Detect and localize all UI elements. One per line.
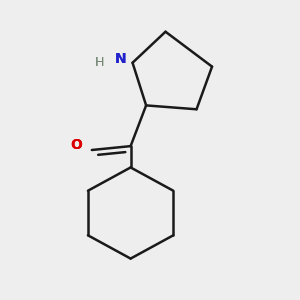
Text: H: H: [95, 56, 104, 69]
Circle shape: [67, 135, 86, 155]
Text: N: N: [115, 52, 127, 66]
Text: O: O: [70, 138, 82, 152]
Circle shape: [111, 49, 130, 69]
Text: N: N: [115, 52, 127, 66]
Text: H: H: [95, 56, 104, 69]
Text: O: O: [70, 138, 82, 152]
Circle shape: [92, 55, 107, 70]
